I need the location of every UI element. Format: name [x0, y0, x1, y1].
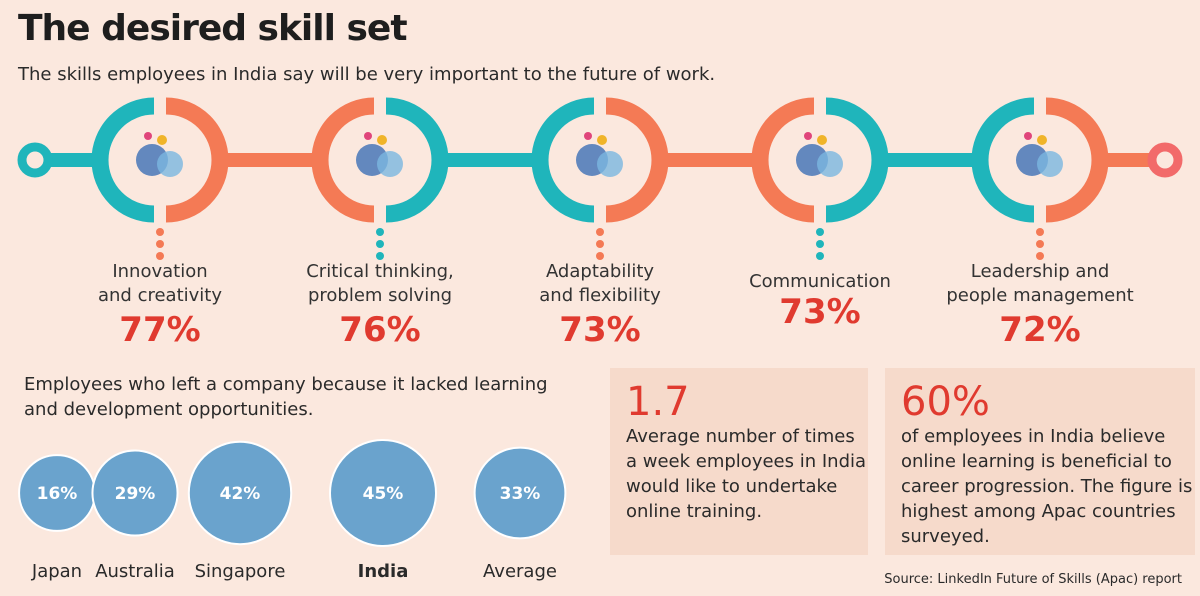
- bubble-value-label: 45%: [363, 484, 404, 504]
- bubble-category-label: Japan: [31, 561, 83, 582]
- ring-right-half: [165, 97, 229, 223]
- subtitle: The skills employees in India say will b…: [18, 64, 716, 85]
- bubble-category-label: Australia: [95, 561, 175, 582]
- source-note: Source: LinkedIn Future of Skills (Apac)…: [884, 572, 1182, 587]
- stretching-person-icon: [576, 132, 623, 177]
- ring-left-half: [311, 97, 375, 223]
- bubble-chart: 16% 29% 42% 45% 33%: [18, 439, 567, 547]
- stat-box-online-learning: 60% of employees in India believe online…: [885, 368, 1195, 555]
- skill-percent: 73%: [559, 310, 641, 350]
- skill-label: Communication: [749, 271, 891, 292]
- skill-label: Critical thinking,: [306, 261, 454, 282]
- ring-left-half: [531, 97, 595, 223]
- icon-shape: [157, 151, 183, 177]
- skill-label: and flexibility: [539, 285, 661, 306]
- bubble-india: [329, 439, 437, 547]
- connector-dot: [1036, 228, 1044, 236]
- ring-left-half: [751, 97, 815, 223]
- icon-shape: [144, 132, 152, 140]
- lightbulb-head-icon: [136, 132, 183, 177]
- connector-dot: [376, 252, 384, 260]
- icon-shape: [597, 151, 623, 177]
- connector-dot: [376, 228, 384, 236]
- skill-percent: 77%: [119, 310, 201, 350]
- icon-shape: [597, 135, 607, 145]
- connector-dot: [156, 240, 164, 248]
- icon-shape: [804, 132, 812, 140]
- icon-shape: [157, 135, 167, 145]
- stat-text: Average number of times a week employees…: [626, 426, 867, 522]
- connector-dot: [156, 228, 164, 236]
- skill-percent: 72%: [999, 310, 1081, 350]
- skill-label: problem solving: [307, 285, 453, 306]
- stat-value: 1.7: [626, 379, 690, 425]
- icon-shape: [364, 132, 372, 140]
- end-node: [1147, 142, 1183, 178]
- bubble-category-label: Average: [483, 561, 557, 582]
- bubble-category-label: Singapore: [194, 561, 286, 582]
- skill-percent: 76%: [339, 310, 421, 350]
- skill-label: Innovation: [112, 261, 208, 282]
- icon-shape: [817, 135, 827, 145]
- icon-shape: [1024, 132, 1032, 140]
- bubble-singapore: [187, 440, 293, 546]
- connector-dot: [1036, 240, 1044, 248]
- maze-question-icon: [356, 132, 403, 177]
- start-node: [17, 142, 53, 178]
- skill-communication: Communication 73%: [710, 260, 930, 332]
- icon-shape: [1037, 135, 1047, 145]
- skills-timeline: [17, 97, 1183, 260]
- icon-shape: [817, 151, 843, 177]
- ring-left-half: [91, 97, 155, 223]
- connector-dot: [596, 252, 604, 260]
- bubble-value-label: 29%: [115, 484, 156, 504]
- team-presentation-icon: [1016, 132, 1063, 177]
- connector-dot: [156, 252, 164, 260]
- connector-dot: [596, 240, 604, 248]
- skill-label: people management: [946, 285, 1134, 306]
- connector-dot: [1036, 252, 1044, 260]
- icon-shape: [584, 132, 592, 140]
- bubble-value-label: 16%: [37, 484, 78, 504]
- stat-value: 60%: [901, 379, 990, 425]
- icon-shape: [377, 151, 403, 177]
- ring-right-half: [825, 97, 889, 223]
- skill-label: Adaptability: [545, 261, 655, 282]
- page-title: The desired skill set: [18, 8, 408, 49]
- connector-dot: [816, 228, 824, 236]
- talking-heads-icon: [796, 132, 843, 177]
- connector-dot: [816, 240, 824, 248]
- bubble-value-label: 33%: [500, 484, 541, 504]
- stat-box-training: 1.7 Average number of times a week emplo…: [610, 368, 868, 555]
- icon-shape: [377, 135, 387, 145]
- bubble-category-label: India: [357, 561, 409, 582]
- bubble-chart-title: Employees who left a company because it …: [24, 374, 548, 420]
- connector-dot: [596, 228, 604, 236]
- skill-innovation: Innovation and creativity 77%: [50, 260, 270, 350]
- skill-critical-thinking: Critical thinking, problem solving 76%: [270, 260, 490, 350]
- skill-label: Leadership and: [970, 261, 1110, 282]
- icon-shape: [1037, 151, 1063, 177]
- connector-dot: [816, 252, 824, 260]
- skill-adaptability: Adaptability and flexibility 73%: [490, 260, 710, 350]
- connector-dot: [376, 240, 384, 248]
- bubble-value-label: 42%: [220, 484, 261, 504]
- skill-label: and creativity: [97, 285, 222, 306]
- ring-right-half: [1045, 97, 1109, 223]
- bubble-australia: [91, 449, 179, 537]
- ring-left-half: [971, 97, 1035, 223]
- stat-text: of employees in India believe online lea…: [901, 426, 1193, 547]
- ring-right-half: [385, 97, 449, 223]
- bubble-average: [473, 446, 567, 540]
- skill-percent: 73%: [779, 292, 861, 332]
- ring-right-half: [605, 97, 669, 223]
- skill-leadership: Leadership and people management 72%: [930, 260, 1150, 350]
